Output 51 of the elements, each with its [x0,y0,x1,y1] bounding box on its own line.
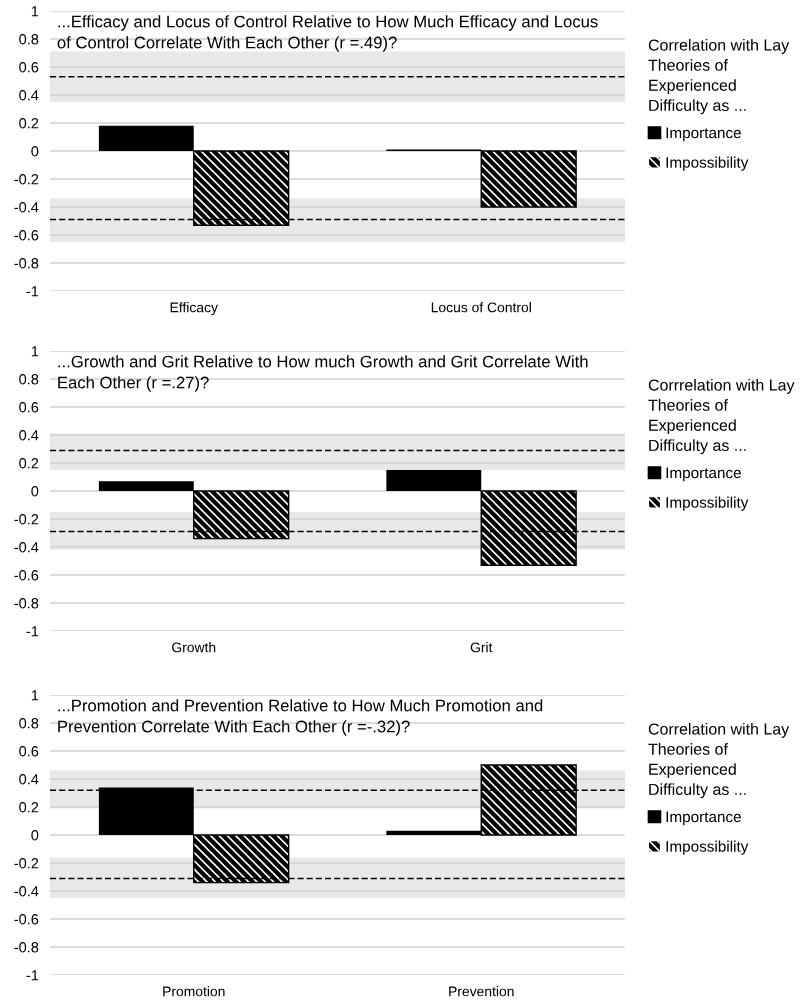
y-tick-label: 0 [31,146,39,157]
y-tick-label: 0 [31,486,39,497]
y-tick-label: -1 [26,286,39,297]
legend-label: Importance [666,467,741,482]
x-tick-label: Prevention [449,986,514,997]
legend-label: Importance [666,127,741,142]
y-tick-label: -1 [26,626,39,637]
y-tick-label: 0.6 [19,746,39,757]
y-tick-label: -0.8 [14,258,39,269]
x-tick-label: Promotion [163,986,225,997]
legend-label: Impossibility [666,156,749,171]
y-tick-label: -0.8 [14,942,39,953]
legend-title: Corrrelation with Lay Theories of Experienced Difficulty as ... [648,379,795,455]
y-tick-label: 1 [31,690,39,701]
y-tick-label: -0.2 [14,514,39,525]
x-tick-label: Grit [470,642,493,653]
legend-title: Correlation with Lay Theories of Experienced Difficulty as ... [648,723,790,799]
y-tick-label: -0.4 [14,542,39,553]
text: ...Efficacy and Locus of Control Relative to How Much Efficacy and Locus of Control Correlate With Each Other (r =.49)? [57,15,598,52]
text: ...Growth and Grit Relative to How much Growth and Grit Correlate With Each Other (r =.27)? [58,355,588,392]
y-tick-label: -1 [26,970,39,981]
y-tick-label: -0.8 [14,598,39,609]
y-tick-label: 1 [31,346,39,357]
y-tick-label: 0.8 [19,374,39,385]
y-tick-label: 0.6 [19,402,39,413]
y-tick-label: 0.8 [19,718,39,729]
y-tick-label: -0.6 [14,570,39,581]
x-tick-label: Efficacy [170,302,218,316]
legend-label: Impossibility [666,840,749,855]
text: ...Promotion and Prevention Relative to How Much Promotion and Prevention Correlate With Each Other (r =-.32)? [58,699,543,736]
legend-title: Correlation with Lay Theories of Experienced Difficulty as ... [648,39,790,115]
y-tick-label: 0.2 [19,118,39,129]
y-tick-label: -0.4 [14,886,39,897]
x-tick-label: Locus of Control [431,302,531,313]
y-tick-label: 1 [31,6,39,17]
y-tick-label: -0.6 [14,230,39,241]
y-tick-label: 0.8 [19,34,39,45]
legend-label: Impossibility [666,496,749,511]
y-tick-label: -0.4 [14,202,39,213]
y-tick-label: 0.6 [19,62,39,73]
y-tick-label: 0.4 [19,774,39,785]
y-tick-label: 0.4 [19,430,39,441]
y-tick-label: -0.6 [14,914,39,925]
y-tick-label: 0 [31,830,39,841]
y-tick-label: 0.2 [19,458,39,469]
y-tick-label: -0.2 [14,174,39,185]
y-tick-label: 0.4 [19,90,39,101]
legend-label: Importance [666,811,741,826]
x-tick-label: Growth [172,642,216,653]
y-tick-label: -0.2 [14,858,39,869]
y-tick-label: 0.2 [19,802,39,813]
